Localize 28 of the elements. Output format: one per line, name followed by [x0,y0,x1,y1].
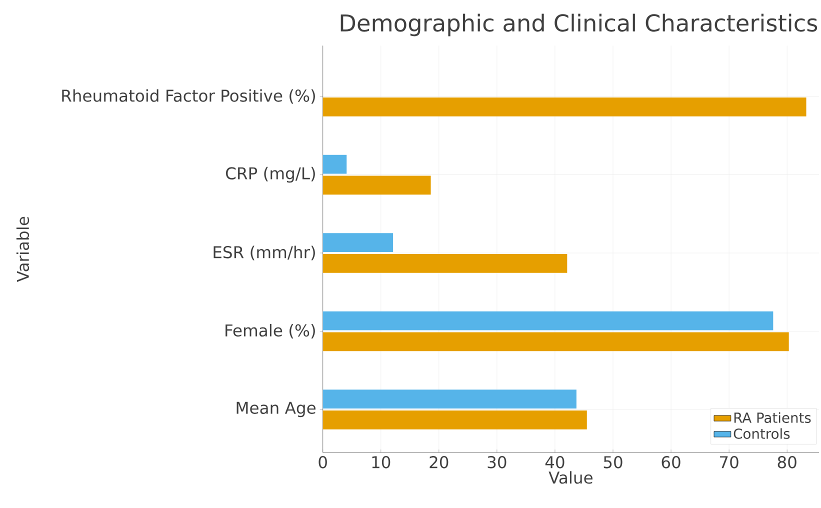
legend-label: Controls [734,428,790,439]
y-tick-label: Female (%) [226,324,315,338]
x-tick-label: 10 [372,456,390,468]
x-tick-label: 40 [545,456,564,468]
bar [322,311,774,330]
x-tick-label: 60 [662,456,680,468]
chart-title: Demographic and Clinical Characteristics [340,14,818,36]
bar [322,410,587,430]
bar [322,390,576,408]
y-tick-label: ESR (mm/hr) [214,246,315,260]
bar [322,176,431,195]
x-tick-label: 80 [778,456,796,468]
x-tick-label: 30 [488,456,506,468]
y-tick-label: CRP (mg/L) [226,166,315,183]
bar [322,97,806,116]
x-tick-label: 0 [318,456,327,468]
y-tick-label: Mean Age [236,402,316,418]
x-tick-label: 50 [604,456,622,468]
bar [322,332,789,352]
x-tick-label: 70 [720,456,738,468]
x-axis-title: Value [548,471,592,484]
legend-label: RA Patients [734,412,811,423]
bar [322,233,394,252]
x-tick-label: 20 [430,456,448,468]
bar [322,154,347,174]
y-tick-label: Rheumatoid Factor Positive (%) [62,89,315,104]
bar [322,254,568,273]
y-axis-title: Variable [16,216,30,282]
